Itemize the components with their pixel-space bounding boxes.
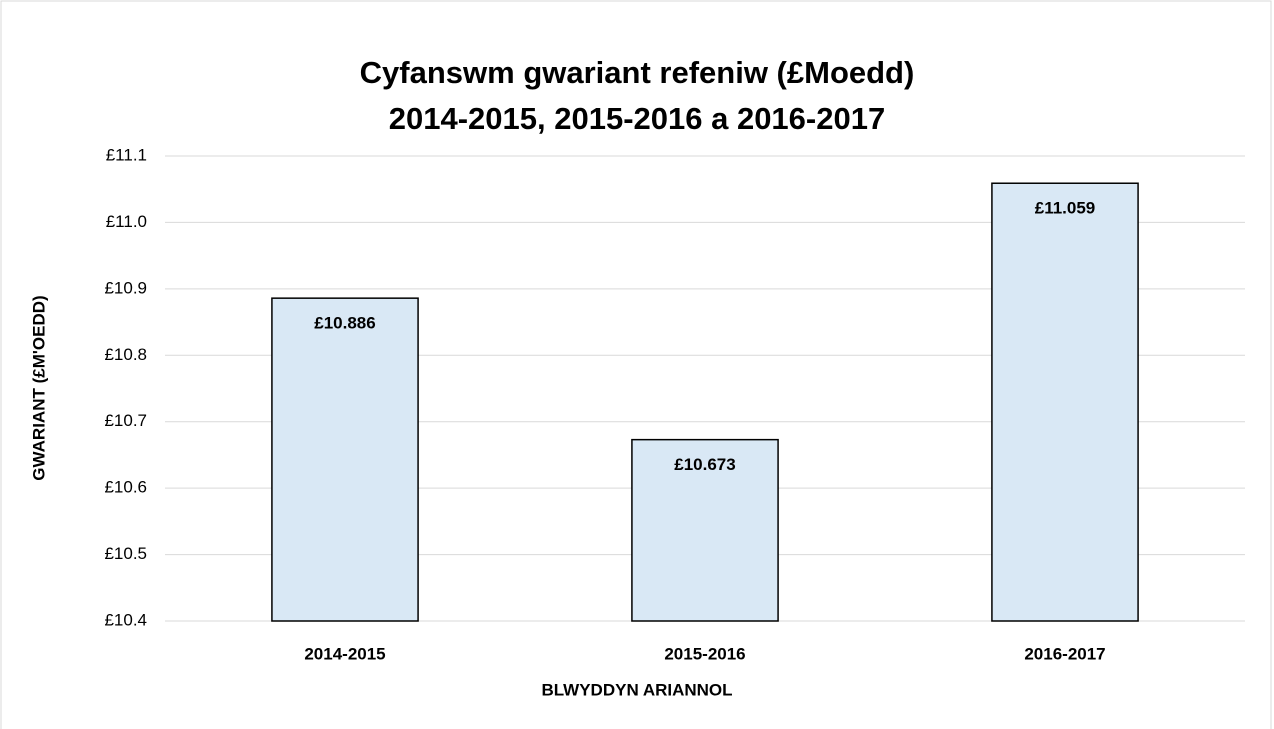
y-tick-label: £10.8 xyxy=(104,345,147,364)
chart-title: Cyfanswm gwariant refeniw (£Moedd) xyxy=(360,55,915,90)
bar xyxy=(631,438,779,622)
y-tick-label: £10.7 xyxy=(104,411,147,430)
bar xyxy=(991,182,1139,622)
data-label: £10.886 xyxy=(314,314,375,333)
x-tick-label: 2015-2016 xyxy=(664,644,745,663)
x-tick-label: 2016-2017 xyxy=(1024,644,1105,663)
y-tick-label: £10.6 xyxy=(104,478,147,497)
y-tick-label: £10.9 xyxy=(104,278,147,297)
y-tick-label: £10.4 xyxy=(104,610,147,629)
y-tick-label: £11.1 xyxy=(106,145,147,164)
data-label: £11.059 xyxy=(1035,199,1096,218)
y-tick-label: £11.0 xyxy=(106,212,147,231)
chart-title: 2014-2015, 2015-2016 a 2016-2017 xyxy=(389,101,885,136)
y-axis-label: GWARIANT (£M'OEDD) xyxy=(29,295,48,480)
bar xyxy=(271,297,419,622)
x-axis-label: BLWYDDYN ARIANNOL xyxy=(541,680,732,699)
x-tick-label: 2014-2015 xyxy=(304,644,385,663)
y-tick-label: £10.5 xyxy=(104,544,147,563)
data-label: £10.673 xyxy=(674,455,735,474)
